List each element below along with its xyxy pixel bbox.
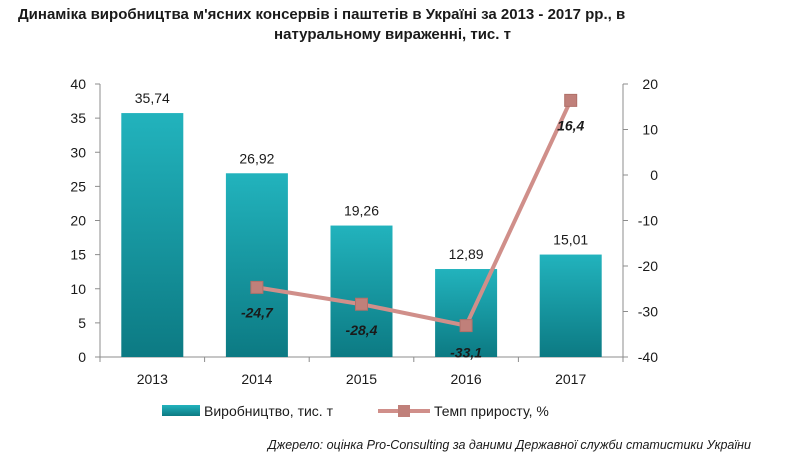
- bar-value-label: 15,01: [553, 232, 588, 248]
- y-left-tick-label: 10: [70, 281, 86, 297]
- growth-rate-label: -28,4: [346, 322, 378, 338]
- legend-bar-label: Виробництво, тис. т: [204, 403, 334, 419]
- bar-value-label: 19,26: [344, 203, 379, 219]
- growth-rate-label: -33,1: [450, 345, 482, 361]
- growth-rate-marker: [355, 297, 368, 311]
- y-right-tick-label: -30: [638, 304, 658, 320]
- growth-rate-marker: [564, 93, 578, 107]
- growth-rate-label: -24,7: [241, 304, 274, 320]
- chart-title-line1: Динаміка виробництва м'ясних консервів і…: [18, 6, 626, 23]
- y-left-tick-label: 30: [70, 144, 86, 160]
- growth-rate-marker: [250, 280, 264, 294]
- bar: [330, 225, 393, 357]
- x-tick-label: 2016: [451, 371, 482, 387]
- legend-line-marker: [398, 405, 410, 417]
- x-tick-label: 2013: [137, 371, 168, 387]
- y-right-tick-label: -10: [638, 213, 658, 229]
- growth-rate-label: 16,4: [557, 117, 584, 133]
- y-right-tick-label: -20: [638, 258, 658, 274]
- y-left-tick-label: 0: [78, 349, 86, 365]
- source-note: Джерело: оцінка Pro-Consulting за даними…: [267, 438, 751, 452]
- x-tick-label: 2014: [241, 371, 272, 387]
- y-right-tick-label: 20: [642, 76, 658, 92]
- y-right-tick-label: 10: [642, 122, 658, 138]
- legend-bar-swatch: [162, 405, 200, 416]
- y-left-tick-label: 15: [70, 247, 86, 263]
- y-left-tick-label: 40: [70, 76, 86, 92]
- chart-title-line2: натуральному вираженні, тис. т: [274, 26, 511, 43]
- y-right-tick-label: 0: [650, 167, 658, 183]
- growth-rate-marker: [459, 319, 473, 333]
- y-left-tick-label: 25: [70, 178, 86, 194]
- bar: [539, 254, 602, 357]
- x-tick-label: 2017: [555, 371, 586, 387]
- bar-value-label: 35,74: [135, 90, 170, 106]
- x-tick-label: 2015: [346, 371, 377, 387]
- growth-rate-line: [256, 99, 573, 328]
- bar: [225, 173, 288, 357]
- y-left-tick-label: 5: [78, 315, 86, 331]
- y-right-tick-label: -40: [638, 349, 658, 365]
- bar-value-label: 12,89: [449, 246, 484, 262]
- bar-value-label: 26,92: [239, 150, 274, 166]
- y-left-tick-label: 35: [70, 110, 86, 126]
- bar: [121, 113, 184, 358]
- legend-line-label: Темп приросту, %: [434, 403, 549, 419]
- y-left-tick-label: 20: [70, 213, 86, 229]
